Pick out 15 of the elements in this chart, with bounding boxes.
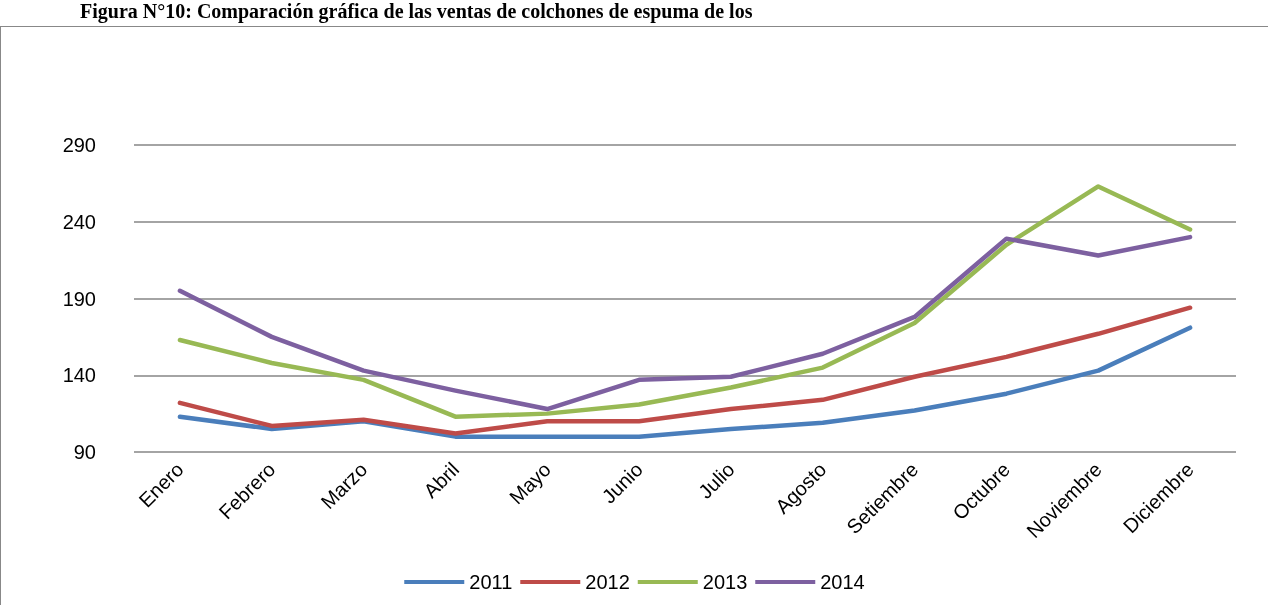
- y-tick-label: 90: [73, 441, 96, 463]
- line-series: [177, 234, 1193, 412]
- legend-label: 2013: [702, 571, 748, 593]
- chart-title: Figura N°10: Comparación gráfica de las ventas de colchones de espuma de los: [80, 0, 753, 23]
- y-tick-label: 140: [62, 364, 96, 387]
- y-tick-label: 190: [62, 287, 96, 310]
- legend-label: 2014: [820, 571, 865, 593]
- legend-label: 2012: [585, 571, 630, 593]
- line-series: [177, 325, 1193, 439]
- line-series: [177, 305, 1193, 436]
- y-tick-label: 240: [62, 210, 96, 233]
- x-tick-label: Julio: [694, 458, 739, 503]
- line-series: [177, 184, 1193, 419]
- legend-label: 2011: [469, 571, 513, 593]
- y-tick-label: 290: [62, 134, 96, 156]
